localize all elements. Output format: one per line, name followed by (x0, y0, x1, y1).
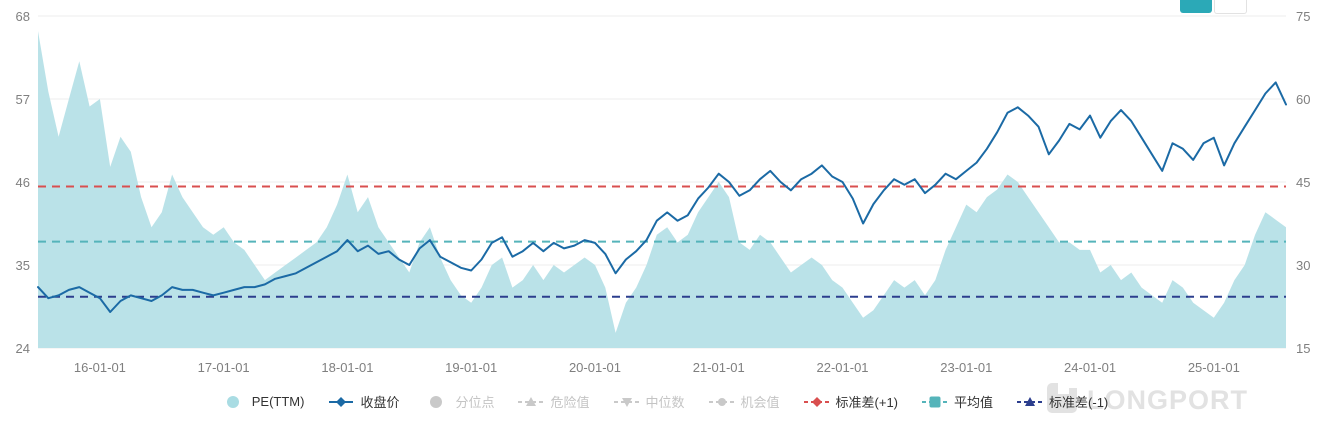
left-axis-tick: 24 (16, 341, 30, 356)
legend-item-label: 标准差(+1) (835, 395, 899, 410)
dash-triangle-down-marker-icon (613, 397, 640, 407)
cutoff-header-buttons (1180, 0, 1247, 14)
x-axis-tick: 24-01-01 (1064, 360, 1116, 375)
legend-item-label: 平均值 (954, 395, 994, 410)
right-axis-tick: 15 (1296, 341, 1310, 356)
cutoff-button-primary[interactable] (1180, 0, 1212, 13)
legend-item-3[interactable]: 危险值 (518, 392, 590, 411)
watermark-text: LONGPORT (1087, 385, 1248, 415)
legend-item-1[interactable]: 收盘价 (328, 392, 399, 411)
x-axis-tick: 25-01-01 (1188, 360, 1240, 375)
legend-item-4[interactable]: 中位数 (613, 392, 685, 411)
right-axis-tick: 30 (1296, 258, 1310, 273)
legend-item-label: 危险值 (550, 395, 590, 410)
legend-item-label: 标准差(-1) (1049, 395, 1109, 410)
pe-valuation-chart[interactable]: 24 35 46 57 68 15 30 45 60 75 16-01-01 17-01-01 18-0… (0, 0, 1328, 382)
legend-item-6[interactable]: 标准差(+1) (803, 392, 899, 411)
left-axis-tick: 57 (16, 92, 30, 107)
dash-square-marker-icon (922, 396, 949, 407)
legend-item-2[interactable]: 分位点 (423, 392, 494, 411)
legend-item-5[interactable]: 机会值 (708, 392, 780, 411)
longport-watermark: LONGPORT (1046, 382, 1248, 419)
right-axis-tick: 60 (1296, 92, 1310, 107)
circle-marker-icon (226, 395, 239, 408)
x-axis-tick: 21-01-01 (693, 360, 745, 375)
circle-marker-icon (430, 395, 443, 408)
right-axis-tick: 75 (1296, 9, 1310, 24)
dash-triangle-up-marker-icon (1017, 396, 1044, 406)
cutoff-button-secondary[interactable] (1214, 0, 1247, 14)
legend-item-8[interactable]: 标准差(-1) (1017, 392, 1108, 411)
legend-item-0[interactable]: PE(TTM) (220, 394, 305, 409)
x-axis-tick: 22-01-01 (816, 360, 868, 375)
left-axis-tick: 68 (16, 9, 30, 24)
x-axis-tick: 17-01-01 (198, 360, 250, 375)
legend-item-label: 机会值 (740, 395, 780, 410)
dash-triangle-up-marker-icon (518, 396, 545, 406)
chart-legend: PE(TTM) 收盘价 分位点 危险值 中位数 机会值 标准差(+1) 平均值 标准差(-1) (0, 392, 1328, 411)
pe-area-series[interactable] (38, 31, 1286, 348)
x-axis-tick: 19-01-01 (445, 360, 497, 375)
legend-item-label: PE(TTM) (251, 394, 305, 409)
line-diamond-marker-icon (329, 396, 354, 407)
x-axis-tick: 23-01-01 (940, 360, 992, 375)
legend-item-label: 分位点 (455, 395, 495, 410)
dash-diamond-marker-icon (803, 396, 830, 407)
legend-item-label: 收盘价 (360, 395, 400, 410)
longport-logo-icon (1046, 382, 1078, 419)
dash-circle-marker-icon (708, 397, 735, 406)
x-axis-tick: 16-01-01 (74, 360, 126, 375)
legend-item-7[interactable]: 平均值 (922, 392, 993, 411)
x-axis-tick: 18-01-01 (321, 360, 373, 375)
price-line-series[interactable] (37, 81, 1287, 313)
right-axis-tick: 45 (1296, 175, 1310, 190)
x-axis-tick: 20-01-01 (569, 360, 621, 375)
left-axis-tick: 46 (16, 175, 30, 190)
legend-item-label: 中位数 (645, 395, 685, 410)
left-axis-tick: 35 (16, 258, 30, 273)
